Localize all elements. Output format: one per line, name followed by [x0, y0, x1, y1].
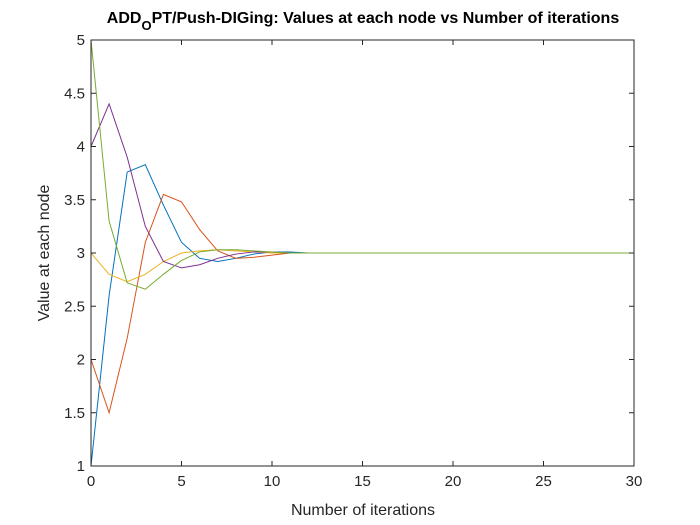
y-tick-label: 1 — [77, 458, 85, 475]
x-tick-label: 30 — [626, 473, 643, 490]
y-tick-label: 3 — [77, 245, 85, 262]
x-tick-label: 5 — [177, 473, 185, 490]
plot-area: 0 5 10 15 20 25 30 1 1.5 2 2.5 3 3.5 4 4.5 5 — [64, 32, 642, 490]
chart-title-rest: PT/Push-DIGing: Values at each node vs N… — [152, 10, 620, 27]
y-tick-label: 5 — [77, 32, 85, 49]
x-tick-label: 25 — [535, 473, 552, 490]
x-axis-label: Number of iterations — [291, 502, 435, 519]
chart-title-main: ADD — [107, 10, 142, 27]
y-axis-label: Value at each node — [36, 185, 53, 322]
y-tick-label: 3.5 — [64, 192, 85, 209]
x-tick-label: 20 — [445, 473, 462, 490]
y-tick-label: 1.5 — [64, 405, 85, 422]
chart-title: ADDOPT/Push-DIGing: Values at each node … — [107, 10, 620, 33]
y-tick-label: 4 — [77, 139, 85, 156]
y-tick-label: 2.5 — [64, 298, 85, 315]
y-tick-label: 4.5 — [64, 85, 85, 102]
series-line-5 — [90, 39, 634, 290]
x-tick-label: 10 — [264, 473, 281, 490]
x-tick-label: 0 — [87, 473, 95, 490]
y-tick-label: 2 — [77, 352, 85, 369]
chart-title-subscript: O — [141, 18, 151, 33]
x-tick-label: 15 — [354, 473, 371, 490]
